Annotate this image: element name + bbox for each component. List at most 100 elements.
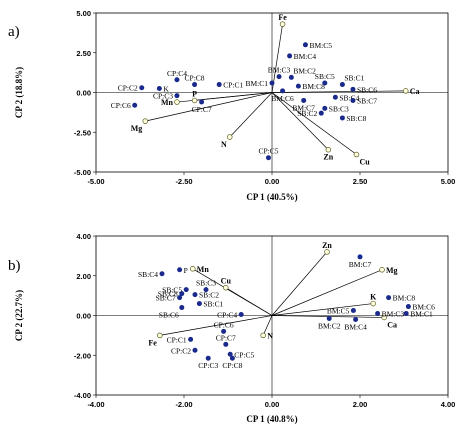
y-tick-label: 5.00 bbox=[76, 9, 91, 18]
x-tick-label: -2.50 bbox=[175, 177, 192, 186]
score-point-sb-c4 bbox=[332, 94, 338, 100]
score-point-bm-c3 bbox=[375, 311, 381, 317]
score-point-bm-c6 bbox=[280, 88, 286, 94]
y-tick-label: 0.00 bbox=[76, 89, 91, 98]
loading-point-fe bbox=[157, 332, 163, 339]
score-point-bm-c6 bbox=[405, 304, 411, 310]
score-point-bm-c1 bbox=[403, 311, 409, 317]
score-label-cp-c8: CP:C8 bbox=[185, 74, 205, 83]
score-label-sb-c5: SB:C5 bbox=[315, 72, 335, 81]
loading-point-zn bbox=[324, 249, 330, 255]
loading-vector-fe bbox=[159, 315, 273, 336]
score-label-bm-c1: BM:C1 bbox=[245, 79, 268, 88]
score-label-bm-c4: BM:C4 bbox=[294, 52, 317, 61]
loading-label-cu: Cu bbox=[359, 158, 370, 167]
score-label-p: P bbox=[184, 266, 188, 275]
score-label-cp-c3: CP:C3 bbox=[198, 361, 218, 370]
loading-label-mg: Mg bbox=[131, 124, 143, 133]
loading-point-mn bbox=[174, 99, 180, 105]
score-label-k: K bbox=[163, 85, 169, 94]
score-point-bm-c1 bbox=[269, 80, 275, 86]
loading-point-cu bbox=[353, 151, 360, 158]
score-point-cp-c5 bbox=[227, 351, 233, 357]
loading-label-n: N bbox=[221, 140, 227, 149]
score-label-sb-c5: SB:C5 bbox=[162, 286, 182, 295]
score-point-sb-c2 bbox=[318, 110, 324, 116]
score-label-cp-c2: CP:C2 bbox=[118, 84, 138, 93]
score-point-bm-c4 bbox=[353, 316, 359, 322]
score-point-cp-c3 bbox=[205, 355, 211, 361]
loading-point-k bbox=[370, 300, 376, 307]
loading-label-zn: Zn bbox=[322, 241, 332, 250]
y-tick-label: -2.00 bbox=[74, 351, 91, 360]
x-tick-label: 2.00 bbox=[353, 400, 368, 409]
score-label-bm-c5: BM:C5 bbox=[309, 41, 332, 50]
y-tick-label: 4.00 bbox=[76, 232, 91, 241]
score-label-bm-c5: BM:C5 bbox=[327, 307, 350, 316]
loading-label-mn: Mn bbox=[197, 265, 210, 274]
loading-label-ca: Ca bbox=[387, 320, 397, 329]
score-point-cp-c1 bbox=[188, 336, 194, 342]
loading-vector-fe bbox=[271, 24, 283, 93]
loading-vector-zn bbox=[271, 251, 328, 316]
score-point-sb-c1 bbox=[196, 301, 202, 307]
score-label-bm-c8: BM:C8 bbox=[302, 82, 325, 91]
loading-point-fe bbox=[279, 21, 286, 27]
y-tick-label: 2.00 bbox=[76, 272, 91, 281]
score-point-cp-c8 bbox=[229, 355, 235, 361]
score-label-sb-c1: SB:C1 bbox=[344, 74, 364, 83]
score-label-sb-c3: SB:C3 bbox=[196, 279, 216, 288]
loading-vector-cu bbox=[225, 287, 273, 316]
score-point-bm-c8 bbox=[386, 295, 392, 301]
loading-vector-mg bbox=[145, 92, 273, 122]
score-label-cp-c1: CP:C1 bbox=[223, 81, 243, 90]
x-tick-label: -5.00 bbox=[87, 177, 104, 186]
score-label-sb-c6: SB:C6 bbox=[357, 85, 377, 94]
score-label-sb-c8: SB:C8 bbox=[346, 114, 366, 123]
score-label-bm-c3: BM:C3 bbox=[382, 310, 405, 319]
score-label-cp-c4: CP:C4 bbox=[217, 311, 237, 320]
x-tick-label: 4.00 bbox=[441, 400, 456, 409]
score-point-cp-c1 bbox=[216, 82, 222, 88]
score-point-cp-c4 bbox=[174, 77, 180, 83]
y-axis-title: CP 2 (22.7%) bbox=[14, 290, 24, 341]
score-point-cp-c2 bbox=[139, 85, 145, 91]
score-point-bm-c8 bbox=[295, 83, 301, 89]
x-axis-title: CP 1 (40.8%) bbox=[246, 414, 297, 424]
score-label-cp-c4: CP:C4 bbox=[167, 69, 187, 78]
score-point-k bbox=[156, 86, 162, 92]
panel-label: a) bbox=[8, 24, 20, 40]
score-label-sb-c2: SB:C2 bbox=[297, 109, 317, 118]
score-label-bm-c6: BM:C6 bbox=[412, 303, 435, 312]
loading-point-mn bbox=[190, 266, 196, 272]
biplot-panel-1: a) -5.00 -2.50 0.00 2.50 5.00 -5.00 -2.50 0.00 2.… bbox=[8, 9, 455, 202]
score-label-cp-c1: CP:C1 bbox=[167, 335, 187, 344]
loading-point-n bbox=[227, 134, 233, 140]
loading-vector-k bbox=[271, 303, 374, 316]
loading-vector-ca bbox=[271, 90, 406, 93]
loading-point-mg bbox=[379, 267, 385, 273]
y-tick-label: -5.00 bbox=[74, 168, 91, 177]
score-point-bm-c4 bbox=[287, 53, 293, 59]
score-point-cp-c6 bbox=[221, 328, 227, 334]
loading-point-p bbox=[191, 97, 198, 104]
score-label-cp-c7: CP:C7 bbox=[192, 105, 212, 114]
score-point-sb-c4 bbox=[159, 271, 165, 277]
x-tick-label: 2.50 bbox=[353, 177, 368, 186]
loading-label-n: N bbox=[267, 331, 273, 340]
score-label-cp-c7: CP:C7 bbox=[216, 333, 236, 342]
loading-vector-cu bbox=[271, 92, 357, 155]
score-point-bm-c7 bbox=[301, 97, 307, 103]
score-point-cp-c6 bbox=[132, 102, 138, 108]
score-label-cp-c5: CP:C5 bbox=[234, 350, 254, 359]
loading-label-p: P bbox=[192, 89, 197, 98]
score-label-cp-c6: CP:C6 bbox=[111, 101, 131, 110]
y-tick-label: -2.50 bbox=[74, 128, 91, 137]
score-point-cp-c5 bbox=[265, 155, 271, 161]
score-label-bm-c7: BM:C7 bbox=[349, 260, 372, 269]
x-axis-title: CP 1 (40.5%) bbox=[246, 192, 297, 202]
score-point-cp-c2 bbox=[192, 347, 198, 353]
loading-label-fe: Fe bbox=[148, 338, 157, 347]
score-label-cp-c3: CP:C3 bbox=[153, 92, 173, 101]
